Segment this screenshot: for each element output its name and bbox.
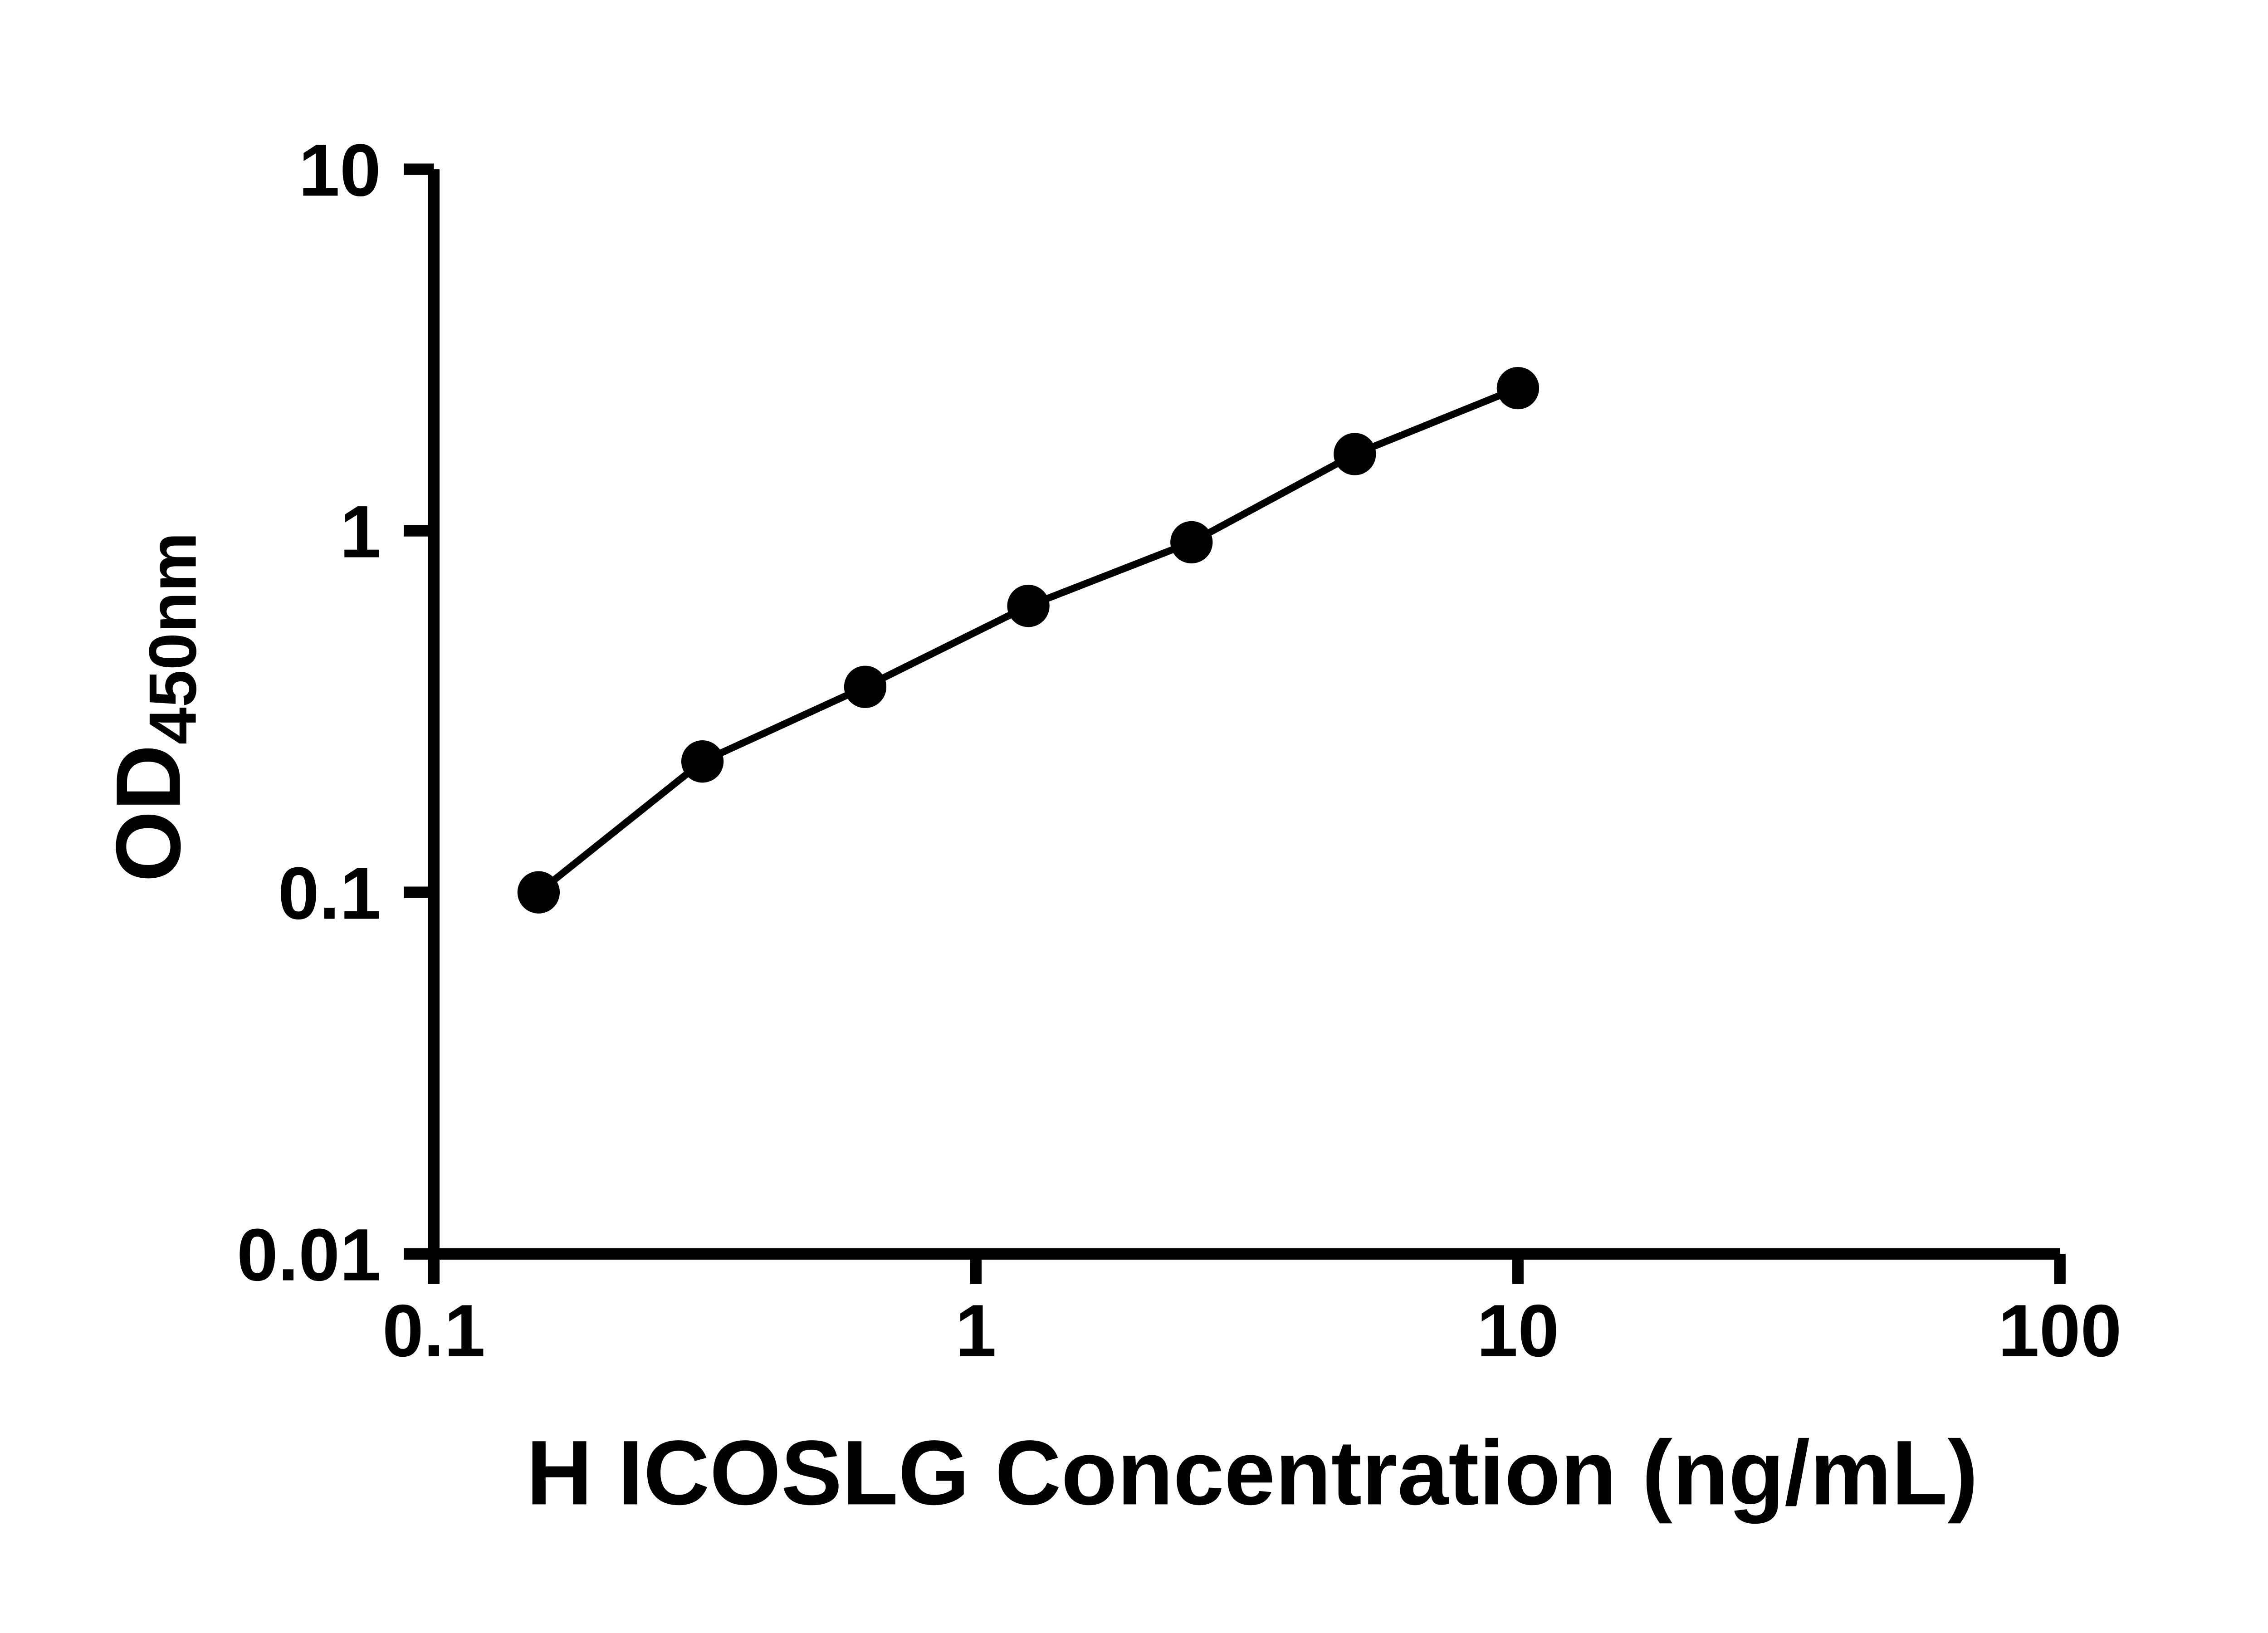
data-point [517,871,560,914]
x-tick-label: 100 [1998,1289,2121,1372]
x-tick-label: 10 [1476,1289,1559,1372]
data-point [681,740,724,783]
x-tick-label: 0.1 [382,1289,485,1372]
y-tick-label: 1 [340,490,381,573]
plot-background [0,23,2268,1610]
data-point [1007,585,1050,627]
y-tick-label: 0.01 [237,1213,381,1296]
y-axis-title-main: OD [97,744,200,882]
data-point [1334,433,1376,475]
data-point [1496,367,1540,410]
x-axis-title: H ICOSLG Concentration (ng/mL) [526,1421,1978,1524]
y-axis-title: OD450nm [97,532,210,882]
y-tick-label: 0.1 [278,852,381,935]
x-tick-label: 1 [955,1289,997,1372]
y-axis-title-subscript: 450nm [136,532,210,744]
y-tick-label: 10 [298,128,381,211]
data-point [1170,521,1213,564]
data-point [844,665,887,708]
